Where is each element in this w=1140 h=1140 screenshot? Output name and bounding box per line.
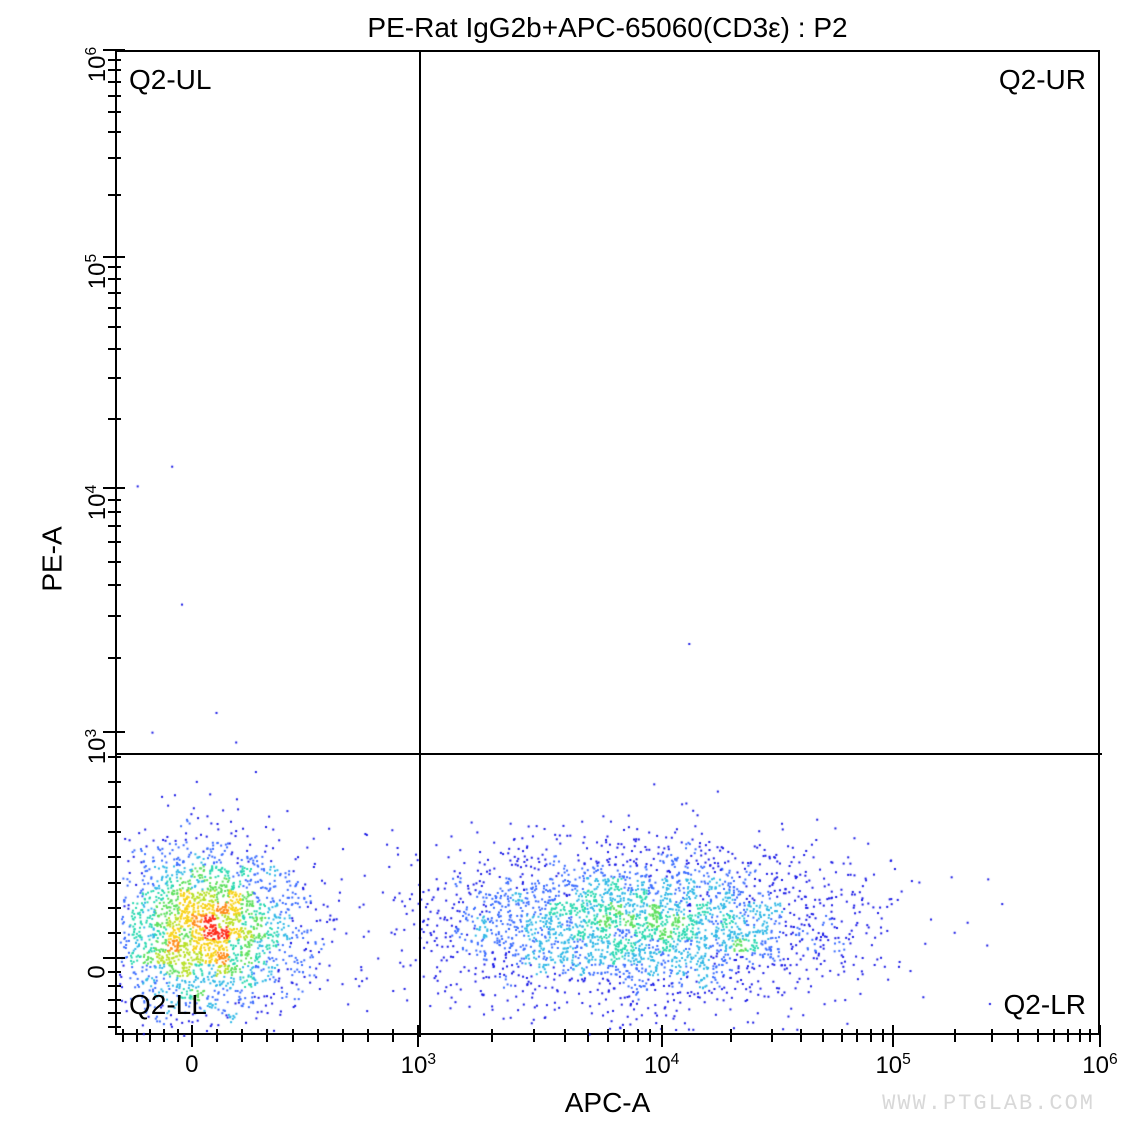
x-tick-minor	[564, 1029, 566, 1042]
y-tick-label: 106	[83, 47, 112, 82]
y-tick-minor-lin	[108, 907, 121, 909]
x-tick-major	[892, 1025, 894, 1047]
y-tick-minor	[108, 111, 121, 113]
quadrant-line-horizontal	[117, 753, 1102, 755]
flow-cytometry-chart: PE-Rat IgG2b+APC-65060(CD3ε) : P2 Q2-UL …	[0, 0, 1140, 1140]
y-tick-minor	[108, 131, 121, 133]
y-tick-minor-lin	[108, 781, 121, 783]
y-tick-minor	[108, 561, 121, 563]
x-tick-label: 105	[875, 1051, 910, 1080]
y-tick-label: 105	[83, 254, 112, 289]
x-tick-minor	[882, 1029, 884, 1042]
y-tick-minor	[108, 326, 121, 328]
x-tick-major	[417, 1025, 419, 1047]
y-tick-minor-lin	[108, 856, 121, 858]
y-tick-minor	[108, 348, 121, 350]
y-tick-minor-lin	[108, 882, 121, 884]
y-tick-minor	[108, 292, 121, 294]
x-tick-major	[191, 1025, 193, 1047]
x-tick-minor	[587, 1029, 589, 1042]
y-tick-minor-lin	[108, 831, 121, 833]
y-axis-label: PE-A	[37, 526, 69, 591]
y-tick-major	[103, 957, 125, 959]
x-tick-minor-lin	[317, 1029, 319, 1042]
quadrant-label-ll: Q2-LL	[129, 989, 207, 1021]
x-tick-minor-lin	[266, 1029, 268, 1042]
y-tick-minor	[108, 418, 121, 420]
x-tick-label: 0	[185, 1051, 198, 1079]
y-tick-minor	[108, 584, 121, 586]
y-tick-minor	[108, 194, 121, 196]
x-tick-minor-lin	[342, 1029, 344, 1042]
y-tick-minor	[108, 657, 121, 659]
x-tick-minor-lin	[216, 1029, 218, 1042]
x-tick-minor-neg	[136, 1029, 138, 1042]
watermark: WWW.PTGLAB.COM	[882, 1091, 1095, 1116]
y-tick-minor	[108, 95, 121, 97]
x-tick-major	[661, 1025, 663, 1047]
x-tick-minor-lin	[241, 1029, 243, 1042]
y-tick-minor-lin	[108, 806, 121, 808]
y-tick-minor-neg	[108, 971, 121, 973]
x-tick-minor	[841, 1029, 843, 1042]
x-tick-minor	[623, 1029, 625, 1042]
x-tick-major	[1099, 1025, 1101, 1047]
x-tick-label: 104	[644, 1051, 679, 1080]
x-axis-label: APC-A	[565, 1087, 651, 1119]
x-tick-minor-lin	[392, 1029, 394, 1042]
x-tick-label: 106	[1082, 1051, 1117, 1080]
quadrant-line-vertical	[419, 52, 421, 1037]
x-tick-minor-neg	[177, 1029, 179, 1042]
x-tick-minor	[1067, 1029, 1069, 1042]
chart-title: PE-Rat IgG2b+APC-65060(CD3ε) : P2	[367, 12, 847, 44]
x-tick-minor-lin	[292, 1029, 294, 1042]
scatter-canvas	[117, 52, 1102, 1037]
x-tick-minor	[1089, 1029, 1091, 1042]
y-tick-minor	[108, 615, 121, 617]
y-tick-minor-lin	[108, 756, 121, 758]
y-tick-minor-neg	[108, 985, 121, 987]
y-tick-minor-neg	[108, 1012, 121, 1014]
y-tick-minor	[108, 377, 121, 379]
plot-area: Q2-UL Q2-UR Q2-LL Q2-LR	[115, 50, 1100, 1035]
y-tick-minor	[108, 307, 121, 309]
quadrant-label-ur: Q2-UR	[999, 64, 1086, 96]
x-tick-minor	[730, 1029, 732, 1042]
y-tick-label: 103	[83, 728, 112, 763]
y-tick-label: 104	[83, 485, 112, 520]
y-tick-minor-lin	[108, 932, 121, 934]
y-tick-minor	[108, 157, 121, 159]
x-tick-minor	[637, 1029, 639, 1042]
x-tick-label: 103	[401, 1051, 436, 1080]
quadrant-label-lr: Q2-LR	[1004, 989, 1086, 1021]
y-tick-minor-neg	[108, 1026, 121, 1028]
x-tick-minor	[771, 1029, 773, 1042]
y-tick-minor-neg	[108, 999, 121, 1001]
y-tick-minor	[108, 525, 121, 527]
x-tick-minor	[954, 1029, 956, 1042]
x-tick-minor	[800, 1029, 802, 1042]
x-tick-minor	[1037, 1029, 1039, 1042]
x-tick-minor	[607, 1029, 609, 1042]
x-tick-minor-lin	[367, 1029, 369, 1042]
x-tick-minor	[1079, 1029, 1081, 1042]
x-tick-minor	[1017, 1029, 1019, 1042]
x-tick-minor	[822, 1029, 824, 1042]
x-tick-minor-neg	[163, 1029, 165, 1042]
y-tick-label: 0	[83, 965, 111, 978]
quadrant-label-ul: Q2-UL	[129, 64, 211, 96]
x-tick-minor	[491, 1029, 493, 1042]
x-tick-minor	[1053, 1029, 1055, 1042]
x-tick-minor	[991, 1029, 993, 1042]
x-tick-minor-neg	[122, 1029, 124, 1042]
x-tick-minor	[533, 1029, 535, 1042]
y-tick-minor	[108, 541, 121, 543]
x-tick-minor-neg	[149, 1029, 151, 1042]
x-tick-minor	[649, 1029, 651, 1042]
x-tick-minor	[856, 1029, 858, 1042]
x-tick-minor	[870, 1029, 872, 1042]
